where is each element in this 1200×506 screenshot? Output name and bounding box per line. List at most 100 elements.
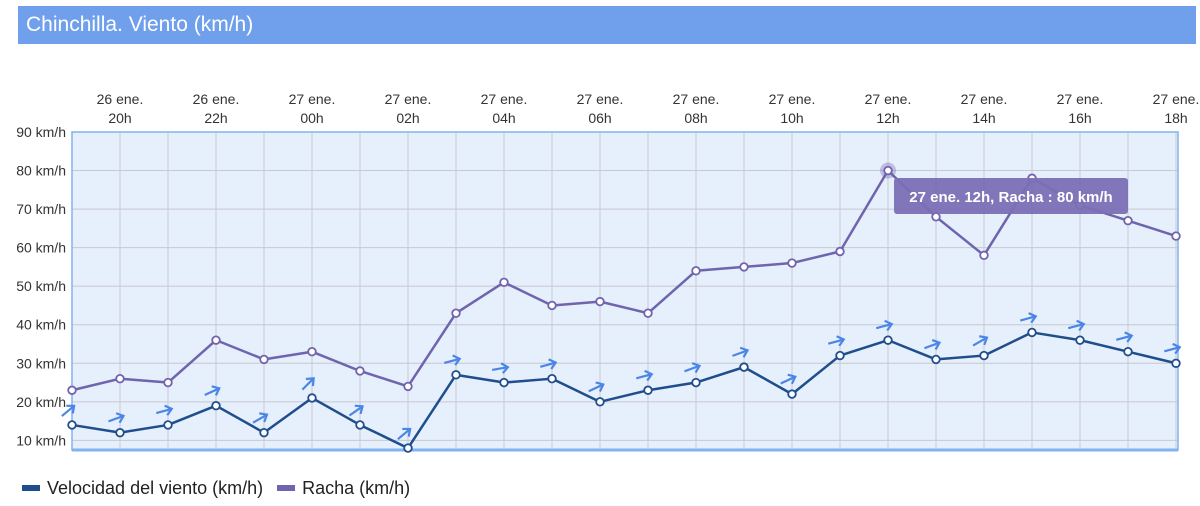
arrow-head — [1028, 312, 1038, 324]
x-tick-label-hour: 16h — [1068, 110, 1091, 126]
wind-direction-arrow — [635, 369, 654, 382]
wind-speed-point — [211, 400, 221, 411]
x-tick-label-date: 27 ene. — [481, 91, 528, 107]
gust-point — [931, 212, 941, 222]
arrow-head — [1124, 331, 1134, 343]
wind-direction-arrow — [443, 354, 462, 366]
arrow-head — [884, 319, 894, 332]
arrow-shaft — [875, 323, 892, 330]
wind-direction-arrow — [491, 362, 510, 374]
arrow-head — [548, 358, 558, 370]
x-tick-label-hour: 12h — [876, 110, 899, 126]
arrow-shaft — [972, 337, 987, 347]
arrow-shaft — [635, 373, 652, 380]
chart-legend: Velocidad del viento (km/h) Racha (km/h) — [22, 476, 414, 500]
wind-direction-arrow — [780, 373, 797, 385]
arrow-head — [164, 404, 174, 416]
arrow-head — [452, 354, 462, 366]
tooltip-box — [894, 178, 1128, 214]
arrow-shaft — [108, 415, 123, 423]
wind-direction-arrow — [155, 404, 174, 416]
x-tick-label-date: 27 ene. — [673, 91, 720, 107]
x-tick-label-hour: 20h — [108, 110, 131, 126]
arrow-shaft — [684, 365, 699, 373]
wind-speed-point — [451, 370, 461, 380]
x-tick-label-hour: 18h — [1164, 110, 1187, 126]
wind-direction-arrow — [1163, 342, 1182, 355]
gust-point — [403, 381, 413, 392]
arrow-shaft — [348, 406, 363, 417]
gust-point — [739, 262, 749, 272]
x-tick-label-date: 27 ene. — [961, 91, 1008, 107]
gust-point — [787, 258, 797, 268]
y-tick-label: 10 km/h — [16, 432, 66, 448]
wind-speed-point — [979, 350, 989, 361]
y-tick-label: 60 km/h — [16, 240, 66, 256]
wind-direction-arrow — [1067, 319, 1086, 332]
arrow-shaft — [827, 338, 844, 345]
arrow-shaft — [301, 378, 314, 391]
wind-speed-point — [403, 443, 413, 453]
y-tick-label: 90 km/h — [16, 124, 66, 140]
legend-item-wind[interactable]: Velocidad del viento (km/h) — [22, 478, 263, 499]
gust-point — [451, 308, 461, 318]
wind-speed-point — [355, 420, 365, 430]
arrow-head — [595, 381, 605, 392]
gust-point — [355, 366, 365, 376]
arrow-head — [1172, 342, 1182, 355]
gust-point — [211, 335, 221, 345]
wind-direction-arrow — [827, 335, 846, 347]
arrow-head — [402, 427, 412, 437]
x-tick-label-hour: 14h — [972, 110, 995, 126]
gust-point — [547, 300, 557, 311]
y-tick-label: 50 km/h — [16, 278, 66, 294]
legend-swatch-wind — [22, 485, 40, 491]
gust-point — [499, 277, 509, 288]
wind-speed-point — [307, 393, 317, 403]
arrow-head — [115, 412, 126, 424]
arrow-shaft — [924, 341, 939, 350]
arrow-shaft — [732, 349, 747, 357]
x-tick-label-hour: 00h — [300, 110, 323, 126]
x-tick-label-date: 26 ene. — [193, 91, 240, 107]
x-tick-label-date: 27 ene. — [289, 91, 336, 107]
arrow-head — [500, 362, 510, 374]
wind-direction-arrow — [1019, 312, 1038, 324]
x-tick-label-hour: 10h — [780, 110, 803, 126]
wind-speed-point — [739, 362, 749, 372]
arrow-head — [787, 373, 797, 385]
legend-label-gust: Racha (km/h) — [302, 477, 411, 498]
arrow-head — [305, 377, 315, 387]
wind-speed-point — [67, 420, 77, 430]
gust-point — [691, 266, 701, 276]
wind-speed-point — [643, 385, 653, 395]
gust-point — [1123, 215, 1133, 226]
wind-speed-point — [1171, 358, 1181, 368]
arrow-shaft — [539, 361, 556, 368]
wind-speed-line — [71, 331, 1177, 450]
wind-speed-point — [1123, 347, 1133, 357]
arrow-shaft — [1019, 315, 1036, 322]
x-tick-label-date: 26 ene. — [97, 91, 144, 107]
gust-point — [115, 373, 125, 384]
x-tick-label-date: 27 ene. — [577, 91, 624, 107]
arrow-shaft — [491, 366, 508, 372]
arrow-shaft — [204, 387, 219, 397]
wind-direction-arrow — [972, 335, 989, 347]
legend-item-gust[interactable]: Racha (km/h) — [277, 478, 410, 499]
wind-speed-point — [1027, 327, 1037, 338]
wind-chart: 90 km/h 80 km/h 70 km/h 60 km/h 50 km/h 40 km… — [16, 91, 1199, 453]
wind-direction-arrow — [732, 346, 750, 358]
x-tick-label-date: 27 ene. — [865, 91, 912, 107]
wind-direction-arrow — [1115, 331, 1134, 343]
wind-speed-point — [595, 397, 605, 407]
arrow-shaft — [155, 408, 172, 415]
arrow-shaft — [588, 383, 603, 393]
legend-label-wind: Velocidad del viento (km/h) — [47, 477, 264, 498]
wind-speed-point — [883, 335, 893, 345]
wind-speed-point — [163, 420, 173, 430]
wind-direction-arrow — [924, 339, 942, 350]
wind-speed-point — [691, 377, 701, 388]
arrow-shaft — [252, 414, 267, 424]
wind-speed-point — [547, 373, 557, 384]
